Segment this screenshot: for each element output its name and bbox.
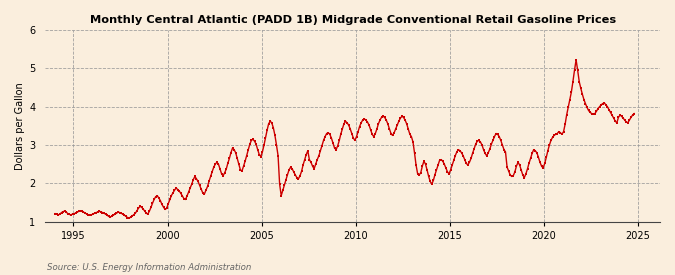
Text: Source: U.S. Energy Information Administration: Source: U.S. Energy Information Administ… [47,263,252,272]
Y-axis label: Dollars per Gallon: Dollars per Gallon [15,82,25,170]
Title: Monthly Central Atlantic (PADD 1B) Midgrade Conventional Retail Gasoline Prices: Monthly Central Atlantic (PADD 1B) Midgr… [90,15,616,25]
